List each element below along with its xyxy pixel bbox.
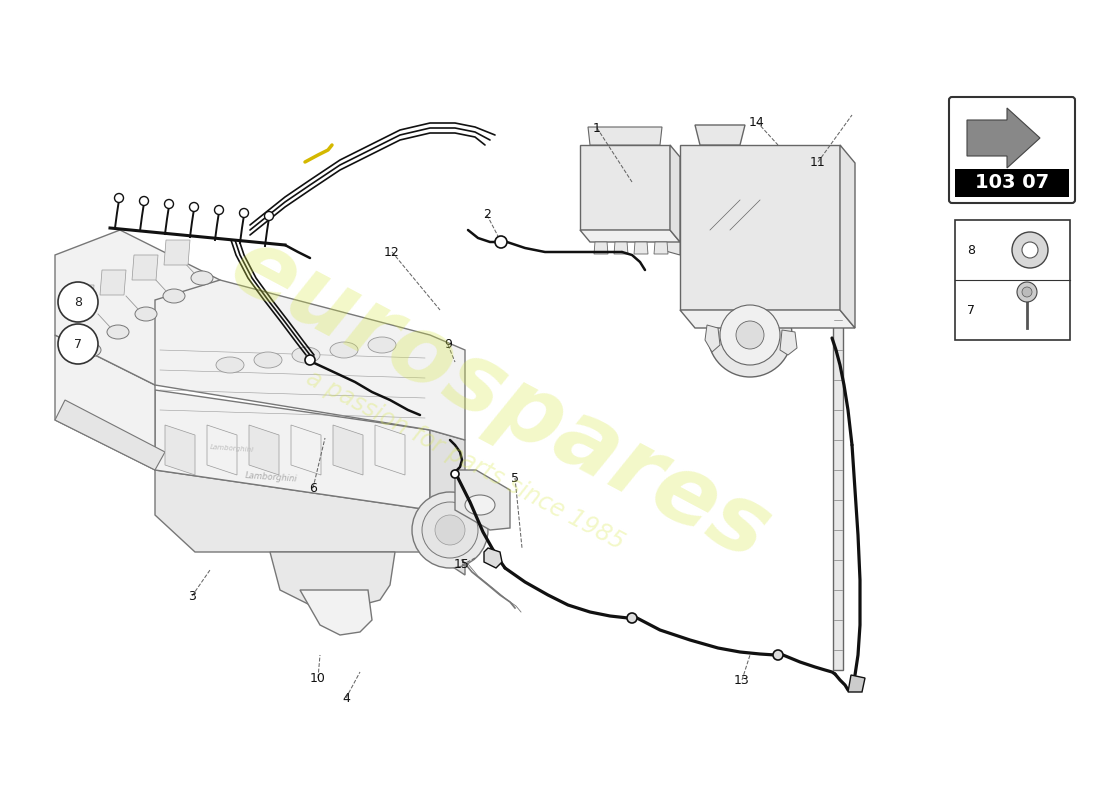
Text: 7: 7 <box>967 303 975 317</box>
Text: 15: 15 <box>454 558 470 571</box>
Text: 3: 3 <box>188 590 196 602</box>
Text: 4: 4 <box>342 691 350 705</box>
Circle shape <box>1018 282 1037 302</box>
Text: Lamborghini: Lamborghini <box>210 444 254 453</box>
Circle shape <box>627 613 637 623</box>
Text: 11: 11 <box>810 155 826 169</box>
Ellipse shape <box>163 289 185 303</box>
Circle shape <box>114 194 123 202</box>
Text: 12: 12 <box>384 246 400 258</box>
Circle shape <box>495 236 507 248</box>
Polygon shape <box>249 425 279 475</box>
Text: 6: 6 <box>309 482 317 494</box>
Polygon shape <box>55 335 155 470</box>
Text: 9: 9 <box>444 338 452 351</box>
Polygon shape <box>705 325 720 352</box>
Text: 1: 1 <box>593 122 601 134</box>
Polygon shape <box>132 255 158 280</box>
Polygon shape <box>292 425 321 475</box>
Ellipse shape <box>191 271 213 285</box>
Circle shape <box>189 202 198 211</box>
Circle shape <box>434 515 465 545</box>
Polygon shape <box>455 470 510 530</box>
Polygon shape <box>634 242 648 254</box>
Circle shape <box>773 650 783 660</box>
Text: 8: 8 <box>967 243 975 257</box>
Text: a passion for parts since 1985: a passion for parts since 1985 <box>301 366 628 554</box>
Polygon shape <box>662 210 680 255</box>
Ellipse shape <box>107 325 129 339</box>
Polygon shape <box>780 330 798 355</box>
Polygon shape <box>68 285 94 310</box>
Text: eurospares: eurospares <box>214 219 785 581</box>
Circle shape <box>58 324 98 364</box>
Text: 10: 10 <box>310 671 326 685</box>
Polygon shape <box>588 127 662 145</box>
Text: 14: 14 <box>749 115 764 129</box>
Polygon shape <box>967 108 1040 168</box>
Text: 7: 7 <box>74 338 82 350</box>
Circle shape <box>451 470 459 478</box>
Text: 5: 5 <box>512 471 519 485</box>
Polygon shape <box>270 552 395 608</box>
Polygon shape <box>840 145 855 328</box>
Ellipse shape <box>216 357 244 373</box>
Bar <box>955 169 1069 197</box>
Polygon shape <box>654 242 668 254</box>
Text: 103 07: 103 07 <box>975 174 1049 193</box>
Circle shape <box>1012 232 1048 268</box>
Polygon shape <box>430 430 465 575</box>
Ellipse shape <box>79 343 101 357</box>
Polygon shape <box>580 145 670 230</box>
Ellipse shape <box>368 337 396 353</box>
Polygon shape <box>155 470 430 552</box>
Ellipse shape <box>135 307 157 321</box>
Polygon shape <box>848 675 865 692</box>
Polygon shape <box>164 240 190 265</box>
Polygon shape <box>100 270 126 295</box>
Polygon shape <box>580 230 680 242</box>
Polygon shape <box>614 242 628 254</box>
Polygon shape <box>155 390 430 510</box>
Polygon shape <box>55 400 165 470</box>
FancyBboxPatch shape <box>949 97 1075 203</box>
Circle shape <box>412 492 488 568</box>
Circle shape <box>422 502 478 558</box>
Polygon shape <box>695 125 745 145</box>
Text: 2: 2 <box>483 209 491 222</box>
Bar <box>955 220 1070 340</box>
Ellipse shape <box>330 342 358 358</box>
Polygon shape <box>484 548 502 568</box>
Polygon shape <box>55 230 220 385</box>
Circle shape <box>165 199 174 209</box>
Polygon shape <box>680 310 855 328</box>
Polygon shape <box>333 425 363 475</box>
Ellipse shape <box>465 495 495 515</box>
Circle shape <box>1022 242 1038 258</box>
Text: Lamborghini: Lamborghini <box>245 471 298 484</box>
Polygon shape <box>165 425 195 475</box>
Ellipse shape <box>254 352 282 368</box>
Circle shape <box>1022 287 1032 297</box>
Circle shape <box>264 211 274 221</box>
Ellipse shape <box>292 347 320 363</box>
Polygon shape <box>594 242 608 254</box>
Polygon shape <box>300 590 372 635</box>
Circle shape <box>140 197 148 206</box>
Circle shape <box>708 293 792 377</box>
Polygon shape <box>155 280 465 440</box>
Circle shape <box>305 355 315 365</box>
Circle shape <box>214 206 223 214</box>
Polygon shape <box>207 425 236 475</box>
Circle shape <box>720 305 780 365</box>
Circle shape <box>736 321 764 349</box>
Polygon shape <box>375 425 405 475</box>
Bar <box>833 310 843 670</box>
Circle shape <box>58 282 98 322</box>
Polygon shape <box>670 145 680 242</box>
Polygon shape <box>680 145 840 310</box>
Text: 8: 8 <box>74 295 82 309</box>
Text: 13: 13 <box>734 674 750 686</box>
Circle shape <box>240 209 249 218</box>
